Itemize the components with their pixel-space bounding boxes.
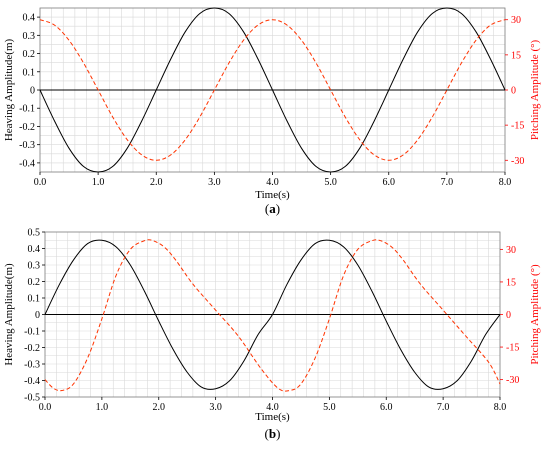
y2-tick-label: -30 bbox=[511, 156, 524, 167]
pitching-series-line bbox=[44, 239, 501, 392]
x-tick-label: 1.0 bbox=[96, 402, 109, 413]
y-tick-label: 0 bbox=[35, 310, 40, 321]
y-tick-label: 0.2 bbox=[28, 277, 41, 288]
y2-tick-label: -15 bbox=[506, 343, 519, 354]
chart-panel-a: 0.0 1.0 2.0 3.0 4.0 5.0 6.0 7.0 8.0 -0.4 -0.3 -0.2 -… bbox=[3, 7, 541, 216]
x-tick-label: 1.0 bbox=[92, 177, 105, 188]
y-tick-label: -0.2 bbox=[24, 343, 40, 354]
y-tick-label: 0.4 bbox=[23, 13, 36, 24]
y-tick-label: 0.3 bbox=[28, 261, 41, 272]
y-tick-label: 0.4 bbox=[28, 244, 41, 255]
y-tick-label: -0.5 bbox=[24, 393, 40, 404]
y-axis-label: Heaving Amplitude(m) bbox=[3, 263, 15, 366]
y2-axis-label: Pitching Amplitude (°) bbox=[529, 39, 541, 140]
y-tick-label: 0.1 bbox=[23, 67, 36, 78]
x-tick-label: 8.0 bbox=[494, 402, 507, 413]
x-tick-label: 6.0 bbox=[380, 402, 393, 413]
x-tick-label: 3.0 bbox=[209, 402, 222, 413]
x-tick-label: 6.0 bbox=[383, 177, 396, 188]
x-tick-label: 8.0 bbox=[499, 177, 512, 188]
x-tick-label: 4.0 bbox=[266, 402, 279, 413]
y2-tick-label: 0 bbox=[506, 310, 511, 321]
y-tick-label: 0.2 bbox=[23, 49, 36, 60]
x-tick-label: 0.0 bbox=[34, 177, 47, 188]
y2-tick-label: -15 bbox=[511, 121, 524, 132]
x-tick-label: 2.0 bbox=[153, 402, 166, 413]
pitching-series-line bbox=[39, 19, 506, 161]
chart-panel-b: 0.0 1.0 2.0 3.0 4.0 5.0 6.0 7.0 8.0 -0.5 -0.4 -0.3 -… bbox=[3, 228, 541, 442]
x-tick-label: 5.0 bbox=[324, 177, 337, 188]
x-tick-label: 0.0 bbox=[39, 402, 52, 413]
y-tick-label: -0.3 bbox=[19, 140, 35, 151]
y-tick-label: -0.4 bbox=[24, 376, 40, 387]
x-axis-label: Time(s) bbox=[255, 189, 290, 201]
x-tick-label: 7.0 bbox=[437, 402, 450, 413]
y2-tick-label: 15 bbox=[506, 277, 516, 288]
heaving-series-line bbox=[39, 7, 506, 173]
y2-tick-label: 0 bbox=[511, 86, 516, 97]
y-axis-label: Heaving Amplitude(m) bbox=[3, 38, 15, 141]
x-tick-label: 5.0 bbox=[323, 402, 336, 413]
y2-axis-label: Pitching Amplitude (°) bbox=[529, 264, 541, 365]
y2-tick-label: -30 bbox=[506, 375, 519, 386]
x-tick-label: 7.0 bbox=[441, 177, 454, 188]
y-tick-label: 0.3 bbox=[23, 31, 36, 42]
panel-label: (a) bbox=[265, 201, 280, 216]
x-tick-label: 4.0 bbox=[266, 177, 279, 188]
y2-tick-label: 15 bbox=[511, 50, 521, 61]
y-tick-label: 0 bbox=[30, 86, 35, 97]
y2-tick-label: 30 bbox=[506, 245, 516, 256]
y-tick-label: 0.5 bbox=[28, 228, 41, 239]
x-tick-label: 2.0 bbox=[150, 177, 163, 188]
y-tick-label: -0.1 bbox=[19, 104, 35, 115]
y-tick-label: -0.4 bbox=[19, 158, 35, 169]
y2-tick-label: 30 bbox=[511, 15, 521, 26]
x-tick-label: 3.0 bbox=[208, 177, 221, 188]
y-tick-label: 0.1 bbox=[28, 294, 41, 305]
panel-label: (b) bbox=[265, 426, 281, 441]
y-tick-label: -0.2 bbox=[19, 122, 35, 133]
heaving-series-line bbox=[44, 239, 501, 390]
y-tick-label: -0.3 bbox=[24, 360, 40, 371]
y-tick-label: -0.1 bbox=[24, 327, 40, 338]
x-axis-label: Time(s) bbox=[255, 411, 290, 423]
